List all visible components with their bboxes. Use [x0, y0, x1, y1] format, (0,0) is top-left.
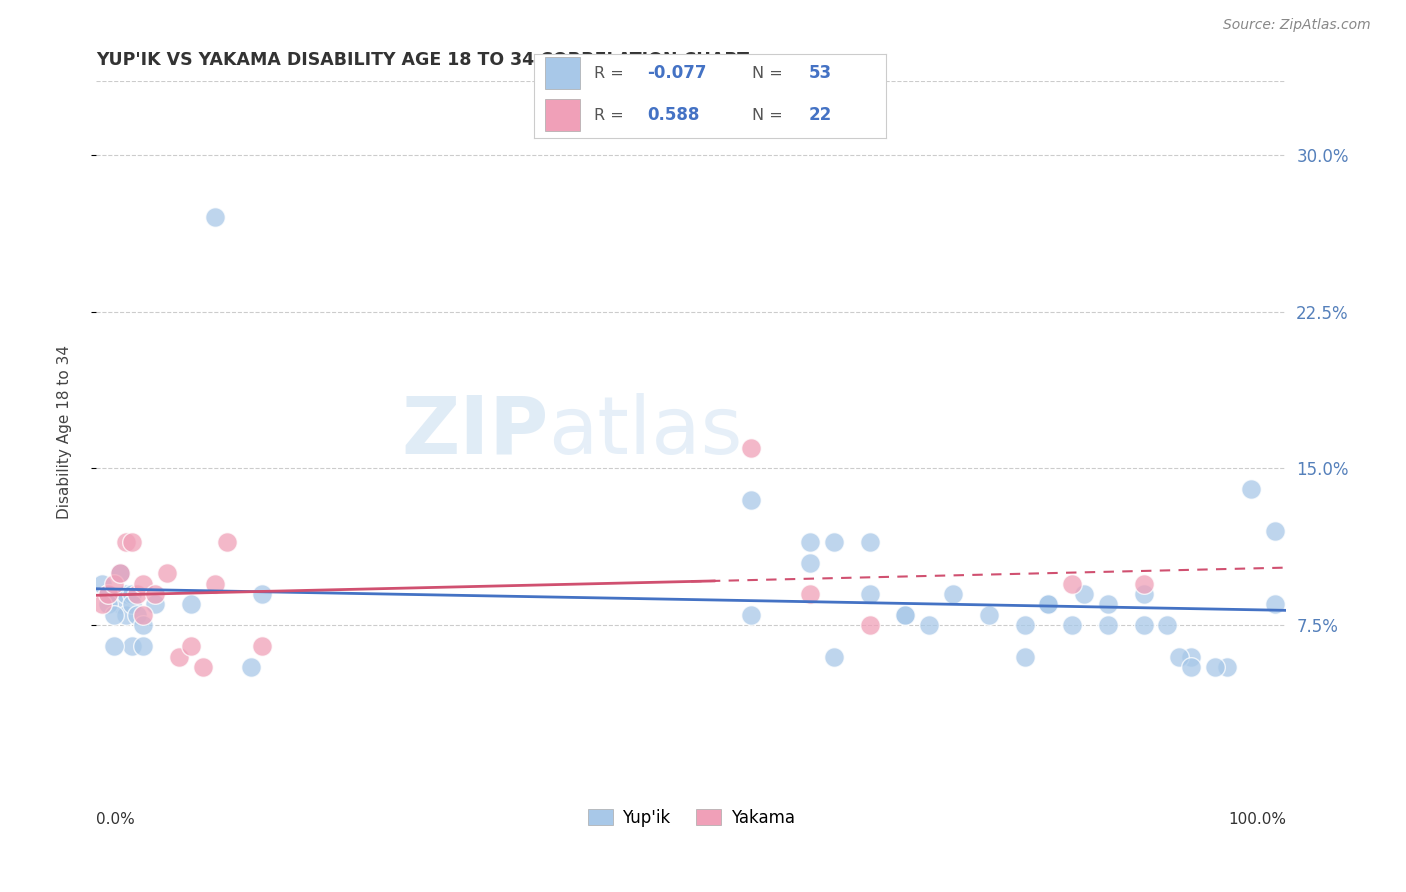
Point: [143, 587, 166, 601]
Point: [90, 576, 112, 591]
Bar: [544, 99, 579, 131]
Point: [1097, 618, 1119, 632]
Point: [1132, 618, 1154, 632]
Point: [97, 587, 120, 601]
Point: [894, 607, 917, 622]
Point: [799, 587, 821, 601]
Text: atlas: atlas: [548, 392, 742, 471]
Legend: Yup'ik, Yakama: Yup'ik, Yakama: [581, 802, 801, 834]
Point: [1180, 649, 1202, 664]
Point: [1038, 598, 1060, 612]
Point: [143, 598, 166, 612]
Point: [191, 660, 214, 674]
Point: [1014, 618, 1036, 632]
Point: [127, 587, 149, 601]
Point: [114, 607, 136, 622]
Point: [97, 587, 120, 601]
Point: [167, 649, 190, 664]
Point: [114, 534, 136, 549]
Point: [1204, 660, 1226, 674]
Text: YUP'IK VS YAKAMA DISABILITY AGE 18 TO 34 CORRELATION CHART: YUP'IK VS YAKAMA DISABILITY AGE 18 TO 34…: [96, 51, 749, 69]
Point: [108, 566, 131, 580]
Point: [90, 598, 112, 612]
Point: [121, 534, 143, 549]
Point: [1132, 587, 1154, 601]
Text: 0.588: 0.588: [647, 106, 699, 124]
Point: [1062, 576, 1084, 591]
Text: 22: 22: [808, 106, 832, 124]
Point: [156, 566, 179, 580]
Point: [859, 618, 882, 632]
Point: [103, 576, 125, 591]
Point: [1014, 649, 1036, 664]
Point: [121, 640, 143, 654]
Text: 53: 53: [808, 64, 831, 82]
Point: [108, 598, 131, 612]
Point: [740, 441, 762, 455]
Point: [215, 534, 238, 549]
Point: [132, 640, 155, 654]
Point: [799, 556, 821, 570]
Point: [942, 587, 965, 601]
Point: [1264, 598, 1286, 612]
Point: [1264, 524, 1286, 539]
Text: 0.0%: 0.0%: [96, 813, 135, 828]
Point: [823, 534, 845, 549]
Point: [108, 566, 131, 580]
Point: [121, 587, 143, 601]
Point: [239, 660, 262, 674]
Point: [823, 649, 845, 664]
Point: [121, 598, 143, 612]
Point: [1097, 598, 1119, 612]
Point: [859, 534, 882, 549]
Point: [1073, 587, 1095, 601]
Point: [252, 587, 274, 601]
Bar: [544, 57, 579, 89]
Point: [1180, 660, 1202, 674]
Point: [180, 598, 202, 612]
Point: [252, 640, 274, 654]
Point: [859, 587, 882, 601]
Point: [1240, 483, 1263, 497]
Point: [204, 576, 226, 591]
Point: [1168, 649, 1191, 664]
Point: [1132, 576, 1154, 591]
Point: [114, 587, 136, 601]
Point: [132, 576, 155, 591]
Point: [103, 607, 125, 622]
Point: [918, 618, 941, 632]
Point: [1038, 598, 1060, 612]
Text: -0.077: -0.077: [647, 64, 706, 82]
Point: [740, 607, 762, 622]
Point: [977, 607, 1000, 622]
Text: Source: ZipAtlas.com: Source: ZipAtlas.com: [1223, 18, 1371, 31]
Point: [740, 492, 762, 507]
Point: [108, 566, 131, 580]
Point: [799, 534, 821, 549]
Text: R =: R =: [593, 108, 634, 123]
Point: [127, 607, 149, 622]
Text: R =: R =: [593, 65, 628, 80]
Point: [1062, 618, 1084, 632]
Point: [180, 640, 202, 654]
Point: [103, 640, 125, 654]
Point: [204, 211, 226, 225]
Point: [1156, 618, 1178, 632]
Point: [894, 607, 917, 622]
Point: [97, 598, 120, 612]
Text: ZIP: ZIP: [401, 392, 548, 471]
Point: [132, 618, 155, 632]
Text: 100.0%: 100.0%: [1229, 813, 1286, 828]
Text: N =: N =: [752, 108, 789, 123]
Text: N =: N =: [752, 65, 789, 80]
Point: [1216, 660, 1239, 674]
Y-axis label: Disability Age 18 to 34: Disability Age 18 to 34: [58, 345, 72, 519]
Point: [132, 607, 155, 622]
